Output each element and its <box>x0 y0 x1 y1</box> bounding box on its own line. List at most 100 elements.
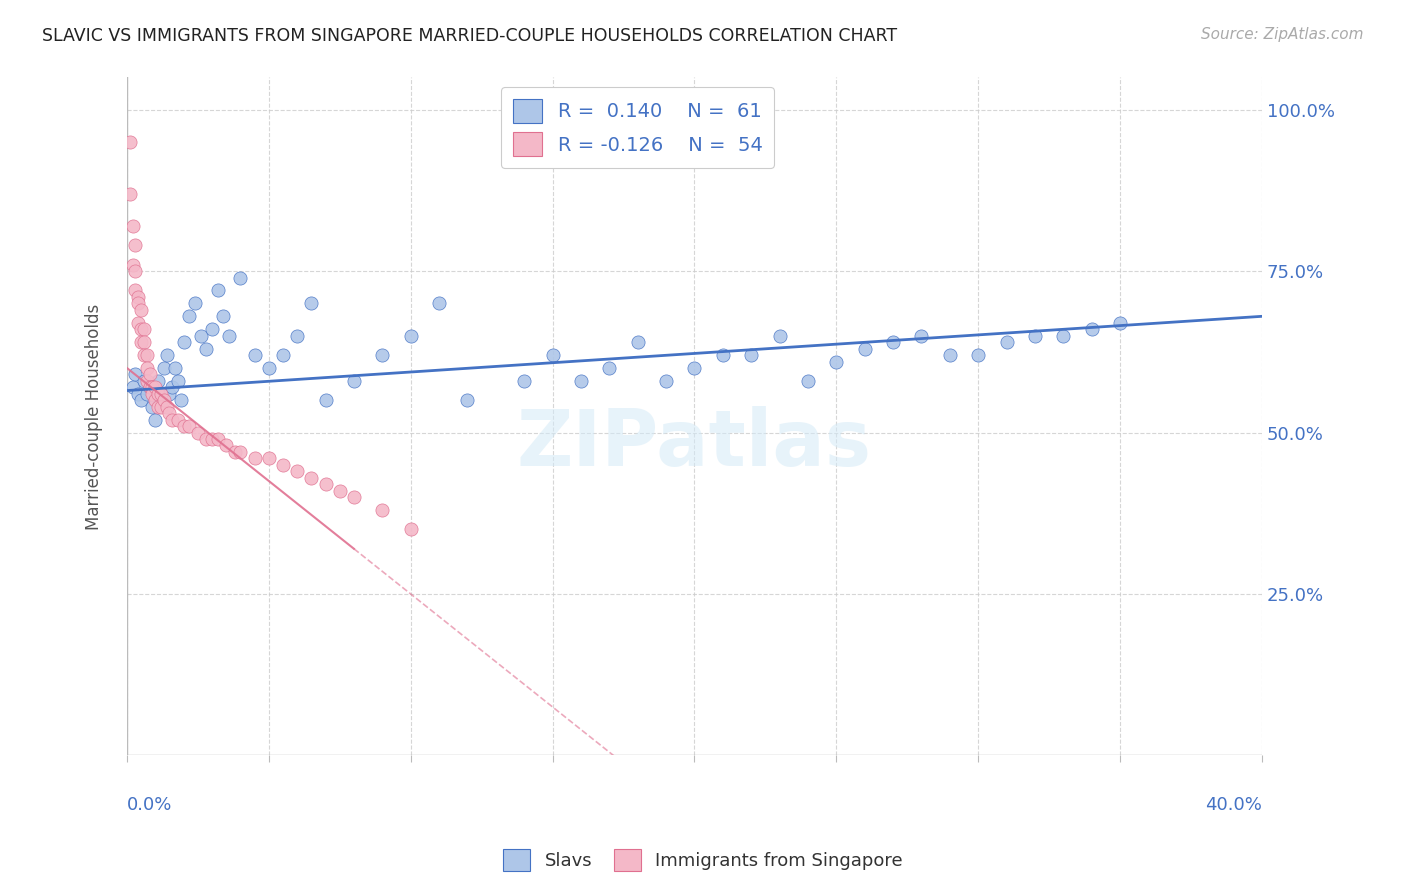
Point <box>127 296 149 310</box>
Point <box>315 477 337 491</box>
Point <box>149 386 172 401</box>
Point <box>162 380 184 394</box>
Point <box>135 361 157 376</box>
Point <box>399 328 422 343</box>
Point <box>967 348 990 362</box>
Point <box>271 348 294 362</box>
Point <box>173 419 195 434</box>
Point <box>138 380 160 394</box>
Point <box>149 400 172 414</box>
Point <box>167 412 190 426</box>
Text: Source: ZipAtlas.com: Source: ZipAtlas.com <box>1201 27 1364 42</box>
Point <box>162 412 184 426</box>
Legend: R =  0.140    N =  61, R = -0.126    N =  54: R = 0.140 N = 61, R = -0.126 N = 54 <box>501 87 775 168</box>
Point <box>343 490 366 504</box>
Point <box>118 135 141 149</box>
Point <box>156 400 179 414</box>
Point <box>146 374 169 388</box>
Point <box>229 270 252 285</box>
Point <box>195 342 218 356</box>
Point <box>215 438 238 452</box>
Point <box>132 322 155 336</box>
Point <box>121 258 143 272</box>
Point <box>1080 322 1102 336</box>
Point <box>121 219 143 233</box>
Point <box>118 186 141 201</box>
Point <box>149 393 172 408</box>
Point <box>853 342 876 356</box>
Point <box>124 264 146 278</box>
Point <box>190 328 212 343</box>
Point <box>797 374 820 388</box>
Point <box>243 451 266 466</box>
Point <box>910 328 932 343</box>
Point <box>1052 328 1074 343</box>
Point <box>156 348 179 362</box>
Point <box>135 374 157 388</box>
Point <box>371 348 394 362</box>
Point <box>173 335 195 350</box>
Point <box>132 348 155 362</box>
Point <box>740 348 762 362</box>
Point <box>212 310 235 324</box>
Point <box>187 425 209 440</box>
Point <box>184 296 207 310</box>
Point <box>243 348 266 362</box>
Point <box>513 374 536 388</box>
Text: SLAVIC VS IMMIGRANTS FROM SINGAPORE MARRIED-COUPLE HOUSEHOLDS CORRELATION CHART: SLAVIC VS IMMIGRANTS FROM SINGAPORE MARR… <box>42 27 897 45</box>
Point <box>127 316 149 330</box>
Point <box>167 374 190 388</box>
Point <box>159 406 181 420</box>
Point <box>329 483 352 498</box>
Point <box>299 296 322 310</box>
Point <box>627 335 650 350</box>
Point <box>129 393 152 408</box>
Point <box>598 361 620 376</box>
Point <box>315 393 337 408</box>
Point <box>159 386 181 401</box>
Point <box>143 412 166 426</box>
Legend: Slavs, Immigrants from Singapore: Slavs, Immigrants from Singapore <box>496 842 910 879</box>
Point <box>207 284 229 298</box>
Point <box>165 361 187 376</box>
Point <box>768 328 790 343</box>
Point <box>285 328 308 343</box>
Point <box>201 322 224 336</box>
Point <box>825 354 848 368</box>
Point <box>285 464 308 478</box>
Point <box>152 393 174 408</box>
Point <box>143 393 166 408</box>
Point <box>224 445 246 459</box>
Point <box>138 380 160 394</box>
Point <box>271 458 294 472</box>
Point <box>124 238 146 252</box>
Point <box>195 432 218 446</box>
Point <box>124 284 146 298</box>
Point <box>399 522 422 536</box>
Point <box>132 335 155 350</box>
Point <box>143 380 166 394</box>
Point <box>124 368 146 382</box>
Point <box>207 432 229 446</box>
Point <box>135 348 157 362</box>
Point <box>121 380 143 394</box>
Point <box>129 302 152 317</box>
Point <box>655 374 678 388</box>
Point <box>427 296 450 310</box>
Point <box>141 400 163 414</box>
Point <box>343 374 366 388</box>
Point <box>179 419 201 434</box>
Point <box>129 322 152 336</box>
Text: ZIPatlas: ZIPatlas <box>517 406 872 482</box>
Point <box>1109 316 1132 330</box>
Point <box>141 380 163 394</box>
Point <box>127 290 149 304</box>
Point <box>146 386 169 401</box>
Point <box>138 368 160 382</box>
Point <box>939 348 962 362</box>
Text: 0.0%: 0.0% <box>127 796 173 814</box>
Text: 40.0%: 40.0% <box>1205 796 1263 814</box>
Point <box>257 361 280 376</box>
Point <box>218 328 240 343</box>
Point <box>569 374 592 388</box>
